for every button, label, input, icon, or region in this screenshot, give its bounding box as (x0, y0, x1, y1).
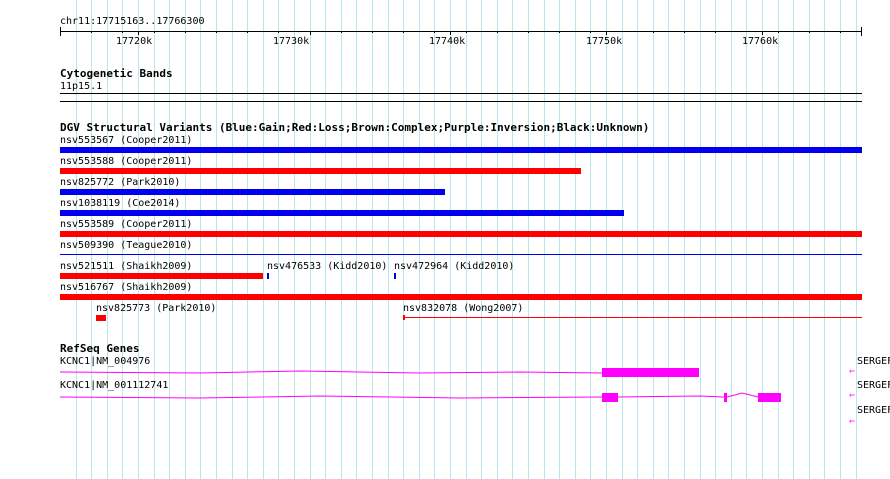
ruler-major-tick (606, 31, 607, 35)
left-arrow-icon[interactable]: ⇐ (849, 366, 856, 377)
variant-label: nsv825772 (Park2010) (60, 177, 181, 188)
track-title: DGV Structural Variants (Blue:Gain;Red:L… (60, 121, 650, 134)
variant-label: nsv553588 (Cooper2011) (60, 156, 193, 167)
gene-model-nm-004976[interactable] (0, 364, 890, 380)
loss-variant-bar[interactable] (60, 231, 862, 237)
loss-variant-bar[interactable] (60, 294, 862, 300)
loss-variant-bar[interactable] (60, 168, 581, 174)
ruler-tick-label: 17740k (429, 36, 466, 47)
variant-label: nsv521511 (Shaikh2009) (60, 261, 193, 272)
loss-variant-bar[interactable] (60, 273, 263, 279)
offscreen-gene-label: SERGEF (857, 380, 890, 391)
gain-variant-bar[interactable] (60, 147, 862, 153)
gain-variant-bar[interactable] (394, 273, 396, 279)
ruler-major-tick (762, 31, 763, 35)
variant-label: nsv553589 (Cooper2011) (60, 219, 193, 230)
cytoband-label: 11p15.1 (60, 81, 103, 92)
ruler-major-tick (138, 31, 139, 35)
variant-label: nsv553567 (Cooper2011) (60, 135, 193, 146)
left-arrow-icon[interactable]: ⇐ (849, 390, 856, 401)
ruler-tick-label: 17760k (742, 36, 779, 47)
ruler-tick-label: 17730k (273, 36, 310, 47)
offscreen-gene-label: SERGEF (857, 405, 890, 416)
variant-label: nsv472964 (Kidd2010) (394, 261, 515, 272)
gain-variant-bar[interactable] (60, 210, 624, 216)
gain-variant-line[interactable] (60, 254, 862, 255)
ruler-axis (60, 31, 862, 32)
offscreen-gene-label: SERGEF (857, 356, 890, 367)
ruler-tick-label: 17720k (116, 36, 153, 47)
loss-variant-bar[interactable] (96, 315, 106, 321)
variant-label: nsv832078 (Wong2007) (403, 303, 524, 314)
track-title: RefSeq Genes (60, 342, 140, 355)
position-label: chr11:17715163..17766300 (60, 16, 205, 27)
cytoband-outline-top (60, 93, 862, 94)
variant-label: nsv825773 (Park2010) (96, 303, 217, 314)
variant-label: nsv1038119 (Coe2014) (60, 198, 181, 209)
gain-variant-bar[interactable] (267, 273, 269, 279)
loss-variant-start (403, 315, 405, 320)
variant-label: nsv476533 (Kidd2010) (267, 261, 388, 272)
gain-variant-bar[interactable] (60, 189, 445, 195)
ruler-start-tick (60, 27, 61, 36)
loss-variant-line[interactable] (403, 317, 862, 318)
gene-label: KCNC1|NM_001112741 (60, 380, 169, 391)
ruler-tick-label: 17750k (586, 36, 623, 47)
variant-label: nsv516767 (Shaikh2009) (60, 282, 193, 293)
ruler-major-tick (310, 31, 311, 35)
gene-model-nm-001112741[interactable] (0, 389, 890, 405)
ruler-major-tick (450, 31, 451, 35)
ruler-end-tick (861, 27, 862, 36)
left-arrow-icon[interactable]: ⇐ (849, 416, 856, 427)
gene-label: KCNC1|NM_004976 (60, 356, 151, 367)
variant-label: nsv509390 (Teague2010) (60, 240, 193, 251)
track-title: Cytogenetic Bands (60, 67, 173, 80)
cytoband-outline-bottom (60, 101, 862, 102)
